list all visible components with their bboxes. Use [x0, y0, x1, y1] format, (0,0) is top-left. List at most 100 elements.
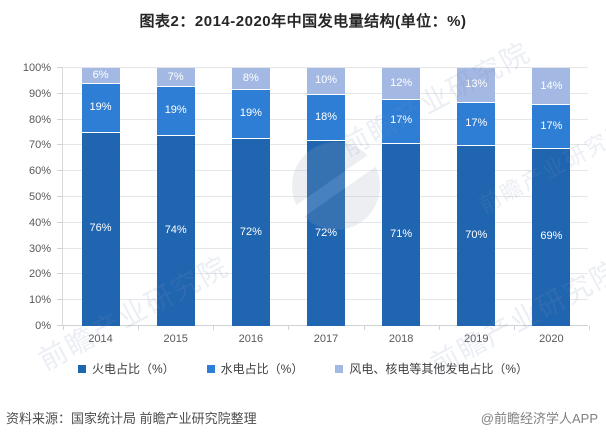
bar-value-label: 17% — [390, 114, 413, 127]
legend-marker-icon — [335, 364, 344, 373]
x-axis-tick — [138, 326, 140, 330]
bar-value-label: 19% — [89, 101, 112, 114]
x-axis-tick — [288, 326, 290, 330]
legend-item: 水电占比（%） — [206, 360, 304, 377]
bar-segment: 8% — [231, 68, 270, 89]
bar-value-label: 7% — [167, 70, 184, 83]
legend-label: 水电占比（%） — [220, 362, 304, 376]
bar-segment: 69% — [532, 147, 571, 326]
y-axis-label: 100% — [22, 62, 51, 74]
bar-segment: 17% — [457, 101, 496, 146]
bar-2016: 72% 19% 8% — [231, 68, 270, 326]
x-axis-label: 2015 — [163, 333, 188, 345]
bar-segment: 76% — [81, 131, 120, 326]
bar-value-label: 14% — [540, 79, 563, 92]
y-axis-tick — [57, 221, 63, 223]
bar-value-label: 18% — [314, 110, 338, 123]
y-axis-label: 40% — [28, 216, 51, 229]
y-axis-tick — [57, 170, 63, 172]
bar-value-label: 17% — [465, 116, 488, 129]
y-axis-label: 60% — [28, 165, 51, 178]
x-axis-tick — [513, 326, 515, 330]
bar-value-label: 69% — [540, 230, 563, 243]
bar-2018: 71% 17% 12% — [382, 68, 421, 326]
y-axis-label: 80% — [28, 113, 51, 126]
x-axis-tick — [589, 326, 590, 330]
bar-value-label: 10% — [314, 74, 338, 87]
x-axis-label: 2019 — [464, 333, 489, 345]
bar-value-label: 17% — [540, 119, 563, 132]
bar-segment: 72% — [307, 140, 345, 326]
x-axis-label: 2014 — [88, 333, 113, 345]
y-axis-label: 30% — [28, 242, 51, 255]
bar-segment: 17% — [382, 98, 421, 143]
bar-value-label: 13% — [465, 78, 488, 91]
bar-value-label: 70% — [465, 229, 488, 242]
bar-segment: 19% — [231, 88, 270, 139]
footer: 资料来源：国家统计局 前瞻产业研究院整理 @前瞻经济学人APP — [0, 408, 606, 427]
y-axis-tick — [57, 67, 63, 68]
gridline — [63, 67, 588, 68]
legend-item: 风电、核电等其他发电占比（%） — [335, 360, 528, 377]
bar-value-label: 76% — [89, 222, 112, 235]
legend-marker-icon — [206, 364, 215, 373]
x-axis-tick — [438, 326, 440, 330]
legend-label: 火电占比（%） — [91, 362, 175, 376]
bar-segment: 19% — [81, 83, 120, 132]
y-axis-tick — [57, 118, 63, 120]
bar-segment: 12% — [382, 68, 421, 99]
bar-value-label: 19% — [239, 107, 262, 120]
x-axis-label: 2017 — [313, 333, 339, 345]
bar-segment: 17% — [532, 104, 571, 148]
legend-marker-icon — [77, 364, 86, 373]
y-axis-label: 70% — [28, 139, 51, 152]
bar-segment: 71% — [382, 142, 421, 326]
y-axis-tick — [57, 273, 63, 275]
credit-note: @前瞻经济学人APP — [480, 411, 598, 426]
legend: 火电占比（%） 水电占比（%） 风电、核电等其他发电占比（%） — [0, 360, 606, 377]
bar-2020: 69% 17% 14% — [532, 68, 571, 326]
bar-segment: 72% — [231, 138, 270, 326]
bar-value-label: 74% — [164, 224, 187, 237]
bar-value-label: 71% — [390, 227, 413, 240]
source-note: 资料来源：国家统计局 前瞻产业研究院整理 — [6, 411, 257, 426]
y-axis-tick — [57, 144, 63, 146]
x-axis-tick — [363, 326, 365, 330]
y-axis-tick — [57, 299, 63, 301]
bar-segment: 13% — [457, 68, 496, 102]
y-axis-label: 20% — [28, 268, 51, 281]
bar-segment: 14% — [532, 68, 571, 105]
x-axis-tick — [213, 326, 215, 330]
x-axis-label: 2020 — [539, 333, 564, 345]
bar-value-label: 12% — [390, 76, 413, 89]
y-axis-tick — [57, 325, 63, 326]
bar-segment: 6% — [81, 68, 120, 84]
y-axis-label: 0% — [35, 320, 51, 332]
bar-segment: 74% — [156, 135, 195, 326]
plot-area: 0% 10% 20% 30% 40% 50% 60% 70% 80% 90% 100% 76% 19% 6… — [23, 62, 590, 345]
bar-2019: 70% 17% 13% — [457, 68, 496, 326]
bar-value-label: 72% — [314, 226, 338, 239]
y-axis-tick — [57, 196, 63, 197]
bar-value-label: 72% — [239, 225, 262, 238]
y-axis-tick — [57, 247, 63, 249]
y-axis-label: 50% — [28, 191, 51, 203]
x-axis-tick — [63, 326, 64, 330]
chart-title: 图表2：2014-2020年中国发电量结构(单位：%) — [139, 13, 467, 30]
x-axis-label: 2016 — [238, 333, 264, 345]
bar-segment: 70% — [457, 145, 496, 326]
x-axis-label: 2018 — [388, 333, 414, 345]
bar-value-label: 19% — [164, 104, 187, 117]
bar-value-label: 6% — [92, 69, 109, 82]
y-axis-label: 10% — [28, 294, 51, 307]
bar-segment: 10% — [307, 68, 345, 94]
bar-2015: 74% 19% 7% — [156, 68, 195, 326]
bar-2014: 76% 19% 6% — [81, 68, 120, 326]
y-axis-label: 90% — [28, 87, 51, 100]
legend-label: 风电、核电等其他发电占比（%） — [349, 362, 528, 376]
bar-segment: 18% — [307, 93, 345, 141]
y-axis-tick — [57, 92, 63, 94]
legend-item: 火电占比（%） — [77, 360, 175, 377]
bar-2017: 72% 18% 10% — [307, 68, 345, 326]
